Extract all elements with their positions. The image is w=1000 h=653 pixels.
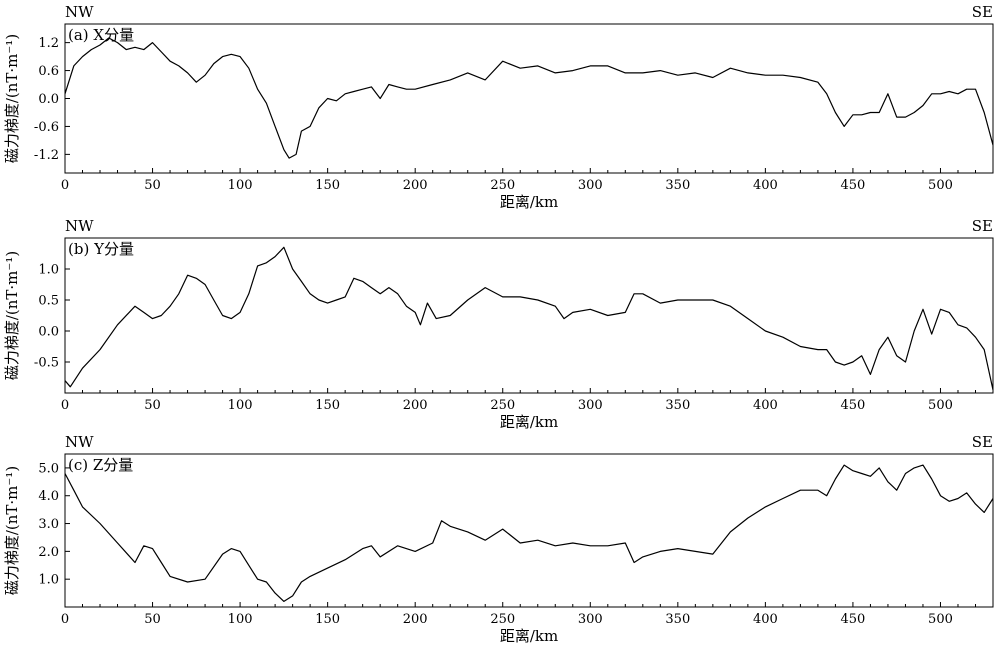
x-tick-label: 500 bbox=[928, 612, 953, 627]
x-tick-label: 50 bbox=[144, 178, 161, 193]
panel-label: (c) Z分量 bbox=[68, 456, 133, 474]
left-corner-label: NW bbox=[65, 3, 94, 21]
x-axis-title: 距离/km bbox=[500, 193, 558, 211]
y-tick-label: 5.0 bbox=[38, 461, 59, 476]
x-tick-label: 300 bbox=[578, 612, 603, 627]
panel-label: (a) X分量 bbox=[68, 26, 134, 44]
x-tick-label: 250 bbox=[490, 398, 515, 413]
x-tick-label: 0 bbox=[61, 178, 69, 193]
x-tick-label: 100 bbox=[228, 398, 253, 413]
x-tick-label: 200 bbox=[403, 612, 428, 627]
x-tick-label: 500 bbox=[928, 178, 953, 193]
x-axis-title: 距离/km bbox=[500, 627, 558, 645]
x-tick-label: 500 bbox=[928, 398, 953, 413]
x-tick-label: 0 bbox=[61, 398, 69, 413]
series-line-1 bbox=[64, 37, 994, 159]
x-tick-label: 200 bbox=[403, 178, 428, 193]
x-tick-label: 300 bbox=[578, 178, 603, 193]
right-corner-label: SE bbox=[972, 217, 993, 235]
right-corner-label: SE bbox=[972, 3, 993, 21]
x-tick-label: 50 bbox=[144, 398, 161, 413]
x-tick-label: 350 bbox=[665, 178, 690, 193]
x-tick-label: 150 bbox=[315, 178, 340, 193]
x-tick-label: 250 bbox=[490, 178, 515, 193]
plot-frame bbox=[64, 453, 994, 608]
x-tick-label: 50 bbox=[144, 612, 161, 627]
y-tick-label: 4.0 bbox=[38, 489, 59, 504]
y-tick-label: 0.5 bbox=[38, 294, 59, 309]
panel-label: (b) Y分量 bbox=[68, 240, 134, 258]
x-tick-label: 0 bbox=[61, 612, 69, 627]
y-tick-label: 0.6 bbox=[38, 64, 59, 79]
y-tick-label: 1.2 bbox=[38, 36, 59, 51]
series-line-1 bbox=[64, 246, 994, 391]
y-axis-title: 磁力梯度/(nT·m⁻¹) bbox=[3, 466, 21, 595]
x-tick-label: 300 bbox=[578, 398, 603, 413]
right-corner-label: SE bbox=[972, 433, 993, 451]
y-axis-title: 磁力梯度/(nT·m⁻¹) bbox=[3, 251, 21, 380]
chart-panel-1: 0 50 100 150 200 250 300 350 400 450 500 -1.2 -0.6 0.… bbox=[3, 3, 994, 211]
y-tick-label: -0.5 bbox=[34, 356, 59, 371]
x-tick-label: 150 bbox=[315, 398, 340, 413]
x-tick-label: 150 bbox=[315, 612, 340, 627]
x-tick-label: 400 bbox=[753, 178, 778, 193]
y-tick-label: 0.0 bbox=[38, 92, 59, 107]
y-tick-label: 1.0 bbox=[38, 263, 59, 278]
series-line-1 bbox=[64, 464, 994, 603]
x-tick-label: 100 bbox=[228, 178, 253, 193]
x-tick-label: 450 bbox=[841, 398, 866, 413]
x-axis-title: 距离/km bbox=[500, 413, 558, 431]
x-tick-label: 400 bbox=[753, 612, 778, 627]
y-tick-label: -0.6 bbox=[34, 120, 59, 135]
y-axis-title: 磁力梯度/(nT·m⁻¹) bbox=[3, 34, 21, 163]
left-corner-label: NW bbox=[65, 433, 94, 451]
plot-frame bbox=[64, 23, 994, 174]
x-tick-label: 250 bbox=[490, 612, 515, 627]
chart-panel-3: 0 50 100 150 200 250 300 350 400 450 500 1.0 2.0 3.0 4… bbox=[3, 433, 994, 645]
x-tick-label: 200 bbox=[403, 398, 428, 413]
x-tick-label: 400 bbox=[753, 398, 778, 413]
x-tick-label: 450 bbox=[841, 612, 866, 627]
y-tick-label: 3.0 bbox=[38, 517, 59, 532]
y-tick-label: 1.0 bbox=[38, 573, 59, 588]
x-tick-label: 450 bbox=[841, 178, 866, 193]
y-tick-label: 2.0 bbox=[38, 545, 59, 560]
y-tick-label: 0.0 bbox=[38, 325, 59, 340]
y-tick-label: -1.2 bbox=[34, 148, 59, 163]
x-tick-label: 350 bbox=[665, 398, 690, 413]
left-corner-label: NW bbox=[65, 217, 94, 235]
x-tick-label: 350 bbox=[665, 612, 690, 627]
chart-panel-2: 0 50 100 150 200 250 300 350 400 450 500 -0.5 0.0 0.5… bbox=[3, 217, 994, 431]
plot-frame bbox=[64, 237, 994, 394]
x-tick-label: 100 bbox=[228, 612, 253, 627]
